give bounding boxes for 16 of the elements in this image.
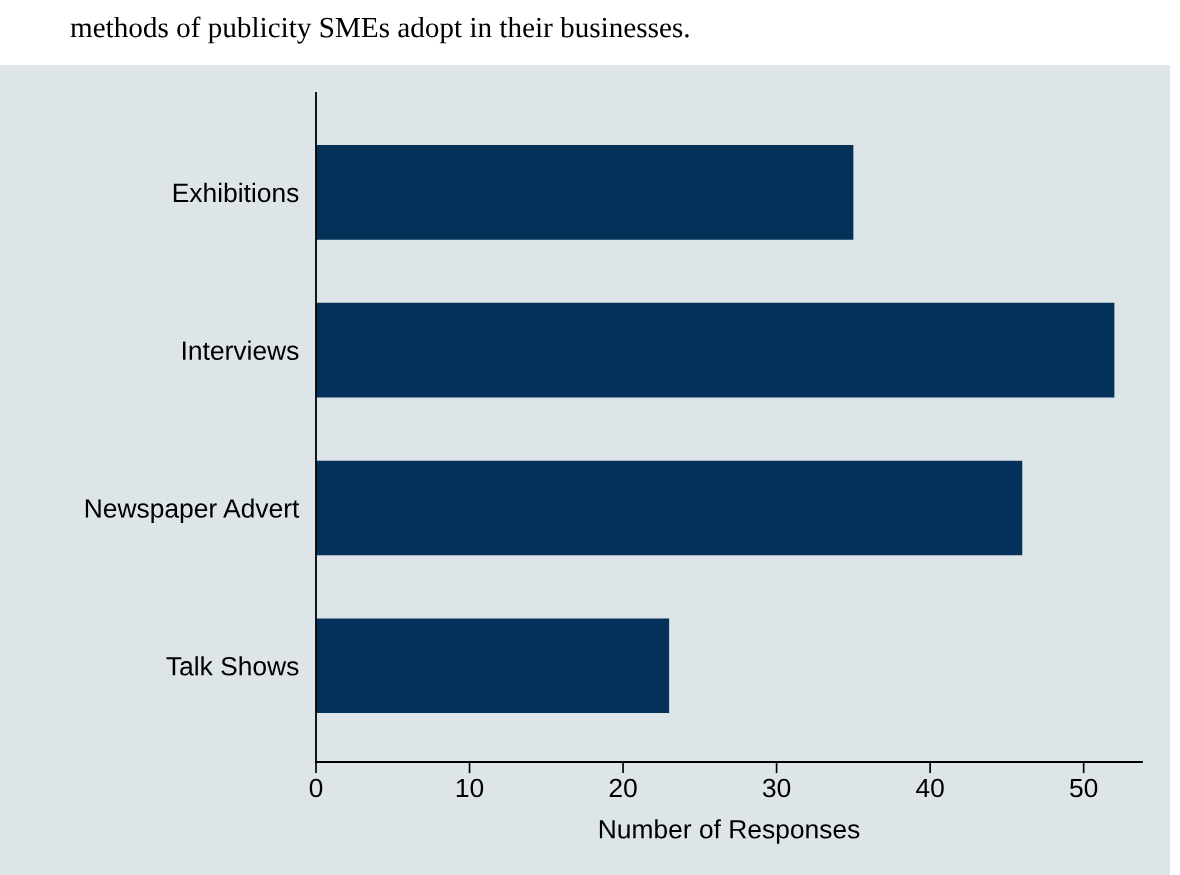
y-tick-label: Talk Shows — [166, 656, 299, 676]
x-tick-label: 10 — [456, 778, 484, 798]
x-axis-title: Number of Responses — [599, 819, 860, 844]
x-tick-label: 30 — [762, 778, 791, 798]
x-tick-label: 0 — [309, 778, 323, 798]
x-tick-label: 20 — [609, 778, 637, 798]
bar — [316, 460, 1023, 556]
bar — [316, 302, 1115, 398]
x-tick-label: 40 — [916, 778, 944, 798]
y-tick-label: Exhibitions — [173, 182, 299, 203]
chart-title: methods of publicity SMEs adopt in their businesses. — [70, 16, 689, 44]
bar — [316, 618, 670, 714]
x-tick-label: 50 — [1070, 778, 1098, 798]
y-tick-label: Interviews — [182, 340, 299, 361]
bar — [316, 145, 854, 240]
y-tick-label: Newspaper Advert — [85, 498, 300, 524]
